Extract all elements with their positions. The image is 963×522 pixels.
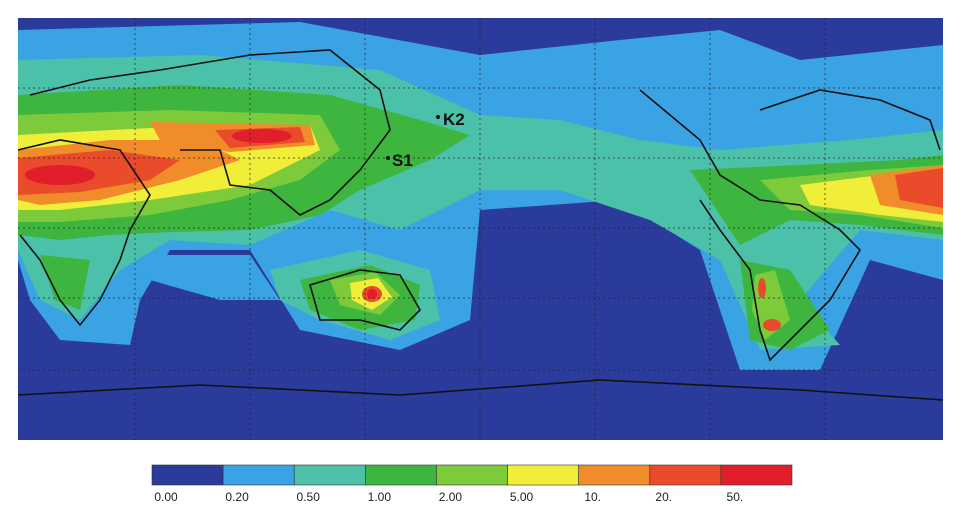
colorbar-swatch <box>507 464 579 486</box>
colorbar-label: 2.00 <box>439 490 463 504</box>
colorbar-swatch <box>578 464 651 486</box>
coastlines <box>18 49 943 401</box>
colorbar-swatch <box>436 464 508 486</box>
graticule <box>18 18 943 440</box>
field-band <box>763 319 781 331</box>
colorbar-label: 0.00 <box>154 490 178 504</box>
station-dot <box>386 156 390 160</box>
field-band <box>232 129 292 143</box>
colorbar-swatch <box>720 464 793 486</box>
colorbar-swatch <box>293 464 366 486</box>
colorbar-swatch <box>151 464 224 486</box>
colorbar: 0.00 0.20 0.50 1.00 2.00 5.00 10. 20. 50. <box>151 464 793 504</box>
field-band <box>25 165 95 185</box>
station-dot <box>436 115 440 119</box>
colorbar-label: 0.20 <box>225 490 249 504</box>
field-band <box>758 278 766 298</box>
colorbar-label: 10. <box>584 490 601 504</box>
colorbar-swatch <box>222 464 295 486</box>
colorbar-label: 1.00 <box>368 490 392 504</box>
dust-map <box>18 18 943 440</box>
colorbar-label: 20. <box>655 490 672 504</box>
colorbar-swatch <box>649 464 722 486</box>
stations: K2 S1 <box>386 110 465 170</box>
station-label: S1 <box>392 151 413 170</box>
field-band <box>367 289 377 299</box>
colorbar-label: 5.00 <box>510 490 534 504</box>
field-band <box>40 255 90 310</box>
colorbar-label: 50. <box>727 490 744 504</box>
field-band <box>895 168 943 208</box>
colorbar-label: 0.50 <box>297 490 321 504</box>
station-label: K2 <box>443 110 465 129</box>
colorbar-swatch <box>365 464 437 486</box>
field-band <box>90 255 280 300</box>
